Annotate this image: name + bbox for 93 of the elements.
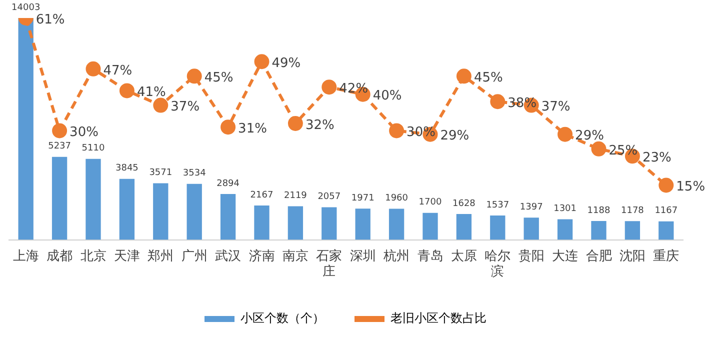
bar — [18, 18, 34, 240]
x-tick-label: 贵阳 — [518, 248, 544, 264]
bar — [422, 212, 438, 240]
x-tick-label: 石家庄 — [316, 248, 342, 280]
point — [119, 83, 134, 98]
point — [86, 61, 101, 76]
data-label: 1960 — [385, 194, 408, 204]
data-label: 37% — [541, 100, 570, 115]
bar — [524, 218, 539, 240]
point — [658, 178, 674, 193]
data-label: 3845 — [115, 164, 138, 174]
legend-label: 小区个数（个） — [240, 311, 324, 326]
x-tick-label: 青岛 — [417, 248, 444, 264]
bar — [220, 194, 236, 240]
x-tick-label: 合肥 — [586, 248, 612, 264]
data-label: 3534 — [182, 168, 206, 179]
data-label: 32% — [305, 118, 334, 133]
bar — [624, 221, 640, 240]
bar — [153, 183, 168, 240]
data-label: 3571 — [149, 168, 172, 178]
x-tick-label: 南京 — [282, 248, 308, 264]
data-label: 45% — [474, 70, 503, 86]
x-tick-label: 重庆 — [653, 248, 680, 264]
x-tick-label: 成都 — [46, 248, 73, 264]
data-label: 29% — [440, 128, 470, 144]
point — [220, 120, 236, 135]
bar — [52, 156, 68, 240]
x-tick-label: 深圳 — [350, 248, 376, 264]
bar — [658, 221, 674, 240]
data-label: 2894 — [216, 178, 240, 189]
bar — [288, 206, 304, 240]
x-tick-label: 广州 — [181, 248, 208, 264]
x-tick-label: 天津 — [114, 248, 140, 264]
point — [153, 98, 168, 113]
data-label: 14003 — [12, 2, 40, 13]
x-tick-label: 沈阳 — [619, 248, 646, 264]
point — [322, 80, 337, 95]
data-label: 29% — [575, 128, 604, 144]
legend-label: 老旧小区个数占比 — [390, 311, 486, 326]
data-label: 47% — [103, 63, 132, 78]
data-label: 30% — [70, 125, 98, 140]
data-label: 1167 — [654, 206, 678, 216]
bar — [119, 178, 135, 240]
data-label: 5110 — [82, 144, 105, 154]
bar — [355, 208, 370, 240]
x-tick-label: 郑州 — [148, 248, 174, 264]
x-tick-label: 济南 — [248, 248, 275, 264]
x-tick-label: 上海 — [12, 248, 39, 264]
data-label: 2057 — [318, 192, 341, 202]
data-label: 2167 — [250, 190, 274, 200]
data-label: 23% — [642, 150, 672, 166]
bar — [557, 219, 573, 240]
data-label: 31% — [238, 121, 267, 136]
point — [52, 123, 68, 138]
data-label: 45% — [204, 70, 234, 86]
data-label: 1971 — [351, 193, 374, 204]
x-tick-label: 杭州 — [382, 248, 410, 264]
point — [558, 126, 573, 142]
bar — [186, 184, 202, 240]
x-tick-label: 太原 — [450, 248, 477, 264]
point — [389, 123, 404, 138]
data-label: 15% — [676, 180, 706, 195]
data-label: 49% — [272, 56, 301, 72]
data-label: 1628 — [452, 198, 476, 209]
data-label: 2119 — [284, 191, 308, 202]
bar — [490, 215, 506, 240]
bar — [254, 205, 270, 240]
bar — [388, 208, 404, 240]
data-label: 41% — [136, 85, 166, 100]
bar — [86, 158, 101, 240]
point — [456, 68, 472, 84]
point — [591, 141, 606, 156]
data-label: 1188 — [587, 206, 610, 216]
point — [288, 116, 303, 131]
data-label: 61% — [36, 12, 65, 28]
bar — [322, 207, 337, 240]
x-tick-label: 大连 — [552, 248, 578, 264]
point — [490, 94, 506, 110]
x-tick-label: 哈尔滨 — [484, 248, 511, 280]
data-label: 5237 — [48, 142, 72, 152]
bar — [456, 214, 472, 240]
point — [186, 68, 202, 84]
data-label: 1397 — [520, 202, 543, 213]
data-label: 1537 — [486, 200, 510, 210]
x-tick-label: 武汉 — [215, 248, 242, 264]
data-label: 40% — [372, 88, 402, 104]
data-label: 1301 — [554, 204, 577, 214]
point — [254, 54, 270, 70]
bar — [591, 220, 606, 240]
data-label: 37% — [170, 100, 200, 115]
x-tick-label: 北京 — [80, 248, 106, 264]
data-label: 1700 — [418, 198, 442, 208]
data-label: 1178 — [620, 206, 644, 216]
